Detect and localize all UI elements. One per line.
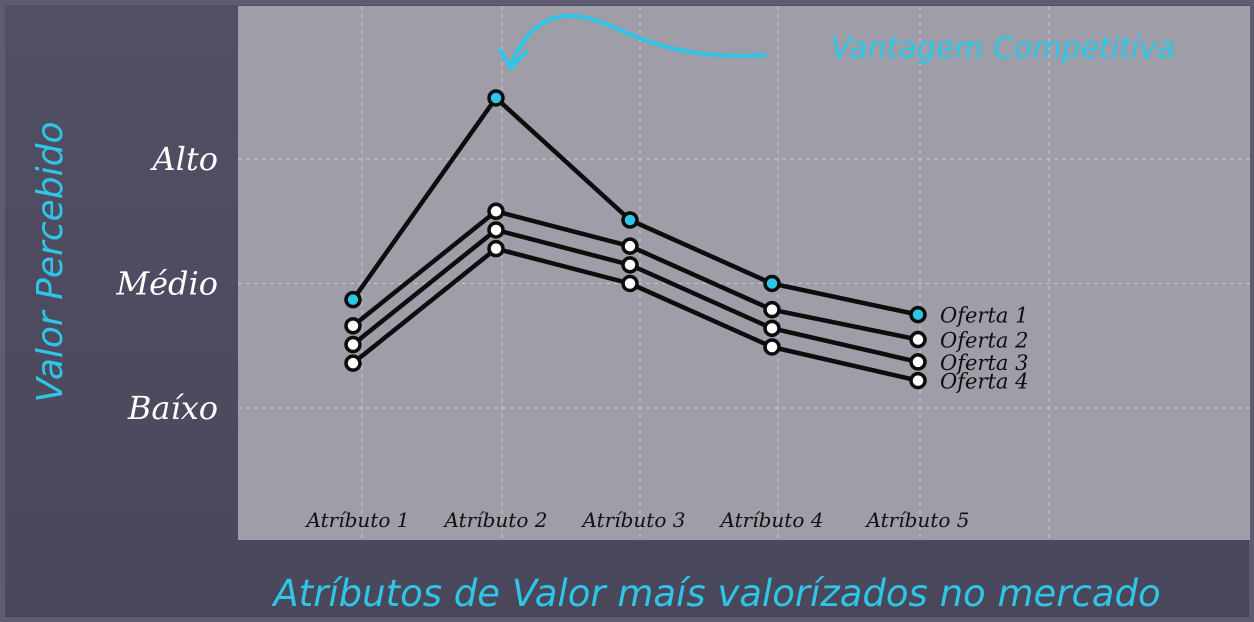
x-axis-title: Atríbutos de Valor maís valorízados no m… — [271, 572, 1160, 615]
series-point — [621, 211, 639, 229]
y-tick-label: Baíxo — [127, 389, 218, 427]
series-label: Oferta 3 — [940, 351, 1028, 375]
x-category-label: Atríbuto 5 — [865, 508, 970, 532]
series-point — [344, 290, 362, 309]
series-point — [763, 274, 781, 293]
series-point — [909, 330, 927, 349]
x-category-labels: Atríbuto 1 Atríbuto 2 Atríbuto 3 Atríbuto 4… — [305, 508, 970, 532]
series-point — [621, 256, 639, 274]
y-tick-label: Alto — [150, 140, 218, 178]
y-tick-labels: Alto Médio Baíxo — [115, 140, 218, 427]
y-tick-label: Médio — [115, 265, 218, 303]
series-point — [763, 300, 781, 319]
annotation-label: Vantagem Competitíva — [831, 31, 1176, 66]
series-label: Oferta 2 — [940, 329, 1028, 353]
series-point — [909, 305, 927, 324]
series-point — [763, 319, 781, 338]
y-axis-title: Valor Percebido — [30, 122, 71, 403]
series-point — [487, 202, 505, 221]
series-label: Oferta 1 — [940, 304, 1028, 328]
series-point — [344, 335, 362, 354]
series-point — [344, 317, 362, 335]
series-point — [621, 274, 639, 293]
series-point — [344, 354, 362, 372]
series-label: Oferta 4 — [940, 370, 1028, 394]
series-markers — [344, 89, 927, 390]
series-point — [909, 371, 927, 390]
series-point — [487, 89, 505, 107]
series-point — [487, 221, 505, 239]
series-point — [487, 239, 505, 258]
x-category-label: Atríbuto 2 — [443, 508, 548, 532]
x-category-label: Atríbuto 1 — [305, 508, 410, 532]
annotation-arrowhead-icon — [498, 48, 528, 70]
x-category-label: Atríbuto 4 — [719, 508, 824, 532]
annotation-arrow — [510, 13, 767, 64]
x-category-label: Atríbuto 3 — [581, 508, 686, 532]
series-point — [621, 237, 639, 255]
series-point — [909, 353, 927, 371]
series-point — [763, 338, 781, 356]
